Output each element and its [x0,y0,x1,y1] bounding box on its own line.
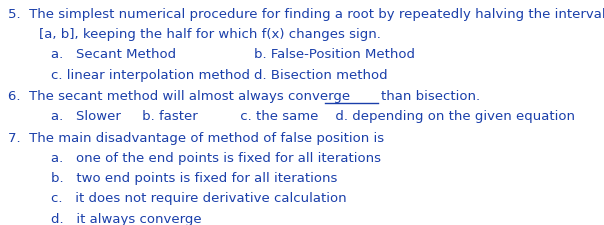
Text: b.   two end points is fixed for all iterations: b. two end points is fixed for all itera… [51,172,338,185]
Text: d.   it always converge: d. it always converge [51,213,202,225]
Text: 5.  The simplest numerical procedure for finding a root by repeatedly halving th: 5. The simplest numerical procedure for … [8,8,604,21]
Text: than bisection.: than bisection. [381,90,480,103]
Text: c. linear interpolation method: c. linear interpolation method [51,69,250,82]
Text: a.   one of the end points is fixed for all iterations: a. one of the end points is fixed for al… [51,152,381,165]
Text: [a, b], keeping the half for which f(x) changes sign.: [a, b], keeping the half for which f(x) … [39,28,381,41]
Text: a.   Secant Method: a. Secant Method [51,48,176,61]
Text: a.   Slower     b. faster          c. the same    d. depending on the given equa: a. Slower b. faster c. the same d. depen… [51,110,576,123]
Text: c.   it does not require derivative calculation: c. it does not require derivative calcul… [51,192,347,205]
Text: 7.  The main disadvantage of method of false position is: 7. The main disadvantage of method of fa… [8,132,384,145]
Text: 6.  The secant method will almost always converge: 6. The secant method will almost always … [8,90,350,103]
Text: d. Bisection method: d. Bisection method [254,69,387,82]
Text: b. False-Position Method: b. False-Position Method [254,48,415,61]
